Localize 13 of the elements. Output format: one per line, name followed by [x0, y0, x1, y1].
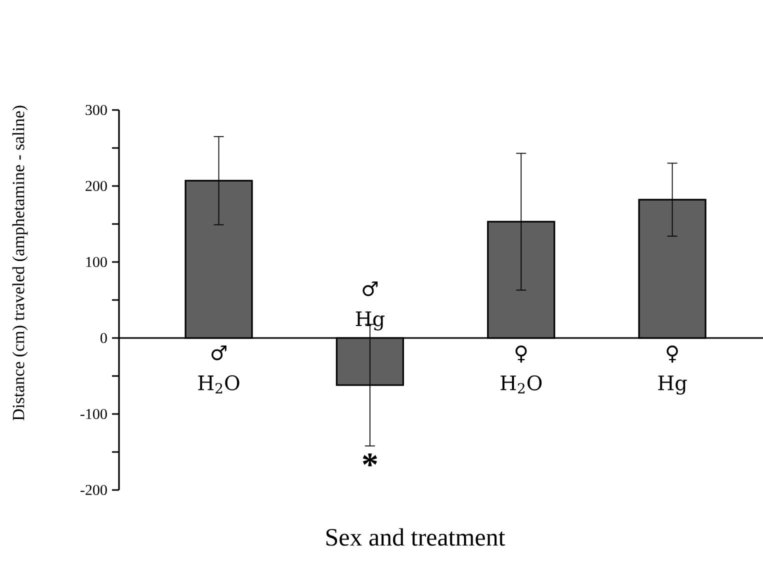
- x-tick-label: ♂ H$_{2}$O: [198, 346, 240, 394]
- x-tick-label: ♀ Hg: [658, 346, 687, 395]
- y-tick-label: 100: [86, 256, 107, 268]
- annotation: *: [362, 453, 378, 466]
- y-tick-label: 200: [86, 180, 107, 192]
- x-axis-title: Sex and treatment: [326, 528, 506, 546]
- y-tick-label: 0: [100, 332, 107, 344]
- y-tick-label: -200: [80, 484, 107, 496]
- x-tick-label: ♂ Hg: [356, 281, 384, 330]
- x-tick-label: ♀ H$_{2}$O: [500, 346, 542, 394]
- y-axis-title: Distance (cm) traveled (amphetamine - saline): [12, 106, 28, 420]
- y-tick-label: 300: [86, 104, 107, 116]
- y-tick-label: -100: [80, 408, 107, 420]
